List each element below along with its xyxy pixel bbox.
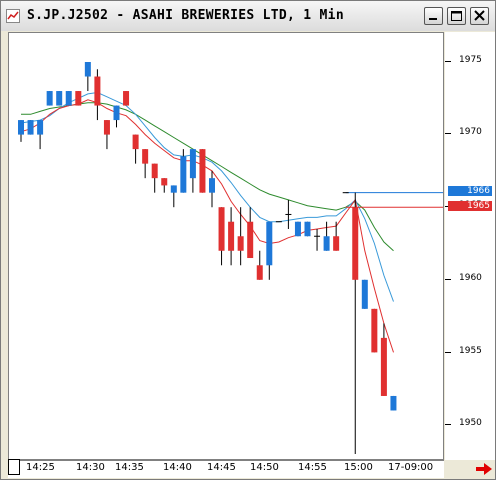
candle-body	[390, 395, 397, 411]
candle-body	[333, 236, 340, 251]
candle-body	[237, 236, 244, 251]
candle-body	[323, 236, 330, 251]
ma-fast-line	[20, 99, 394, 353]
candle-body	[170, 185, 177, 193]
y-tick-mark	[445, 61, 451, 62]
y-tick-mark	[445, 424, 451, 425]
x-tick-label: 14:40	[163, 462, 192, 473]
price-chart-area[interactable]	[8, 32, 444, 460]
candle-body	[199, 149, 206, 193]
candle-body	[266, 221, 273, 266]
y-tick-label: 1970	[459, 127, 482, 137]
title-bar[interactable]: S.JP.J2502 - ASAHI BREWERIES LTD, 1 Min	[1, 1, 495, 31]
candle-body	[37, 120, 44, 135]
minimize-button[interactable]	[424, 7, 443, 25]
x-tick-label: 15:00	[344, 462, 373, 473]
x-tick-label: 14:30	[76, 462, 105, 473]
minimize-icon	[429, 18, 437, 20]
x-tick-label: 14:50	[250, 462, 279, 473]
candle-body	[84, 62, 91, 77]
y-tick-label: 1955	[459, 346, 482, 356]
y-tick-label: 1950	[459, 418, 482, 428]
candle-body	[132, 134, 139, 150]
y-tick-mark	[445, 133, 451, 134]
candle-body	[352, 207, 359, 280]
candle-body	[209, 178, 215, 193]
candle-body	[113, 105, 120, 121]
candle-body	[18, 120, 24, 135]
candle-body	[103, 120, 110, 135]
candle-body	[294, 221, 301, 237]
candle-body	[180, 156, 187, 193]
maximize-button[interactable]	[447, 7, 466, 25]
candle-body	[142, 149, 149, 164]
x-tick-label: 14:55	[298, 462, 327, 473]
y-tick-label: 1960	[459, 273, 482, 283]
time-axis-scroll-box[interactable]	[8, 459, 20, 475]
red-right-arrow-icon[interactable]	[475, 463, 493, 475]
window-title: S.JP.J2502 - ASAHI BREWERIES LTD, 1 Min	[27, 8, 344, 23]
candle-body	[189, 149, 196, 179]
candle-body	[27, 120, 34, 135]
candle-body	[75, 91, 82, 106]
price-axis: 1975 1970 1965 1960 1955 1950 1966 1965	[445, 32, 495, 460]
candle-body	[161, 178, 168, 186]
ma-slow-line	[21, 102, 394, 252]
candle-body	[371, 308, 378, 353]
candle-body	[228, 221, 235, 251]
ma-mid-line	[20, 91, 394, 302]
candle-body	[46, 91, 53, 106]
x-tick-label: 14:35	[115, 462, 144, 473]
y-tick-mark	[445, 279, 451, 280]
candle-body	[247, 221, 254, 259]
y-tick-mark	[445, 352, 451, 353]
chart-app-icon[interactable]	[6, 9, 20, 23]
candle-body	[361, 279, 368, 309]
candle-body	[256, 265, 263, 280]
close-icon	[474, 10, 485, 21]
candle-body	[94, 76, 101, 106]
candle-body	[123, 91, 130, 106]
candle-body	[218, 207, 225, 251]
candle-body	[56, 91, 63, 106]
x-tick-label: 14:45	[207, 462, 236, 473]
candle-body	[151, 163, 158, 179]
x-tick-label: 17-09:00	[388, 462, 434, 473]
y-tick-label: 1975	[459, 55, 482, 65]
x-tick-label: 14:25	[26, 462, 55, 473]
candlestick-chart	[18, 62, 443, 455]
close-button[interactable]	[470, 7, 489, 25]
candle-body	[65, 91, 72, 106]
last-price-tag-red: 1965	[448, 201, 492, 211]
candle-body	[304, 221, 311, 237]
candle-body	[380, 337, 387, 396]
maximize-icon	[451, 11, 462, 21]
last-price-tag-blue: 1966	[448, 186, 492, 196]
time-axis: 14:25 14:30 14:35 14:40 14:45 14:50 14:5…	[8, 459, 444, 478]
